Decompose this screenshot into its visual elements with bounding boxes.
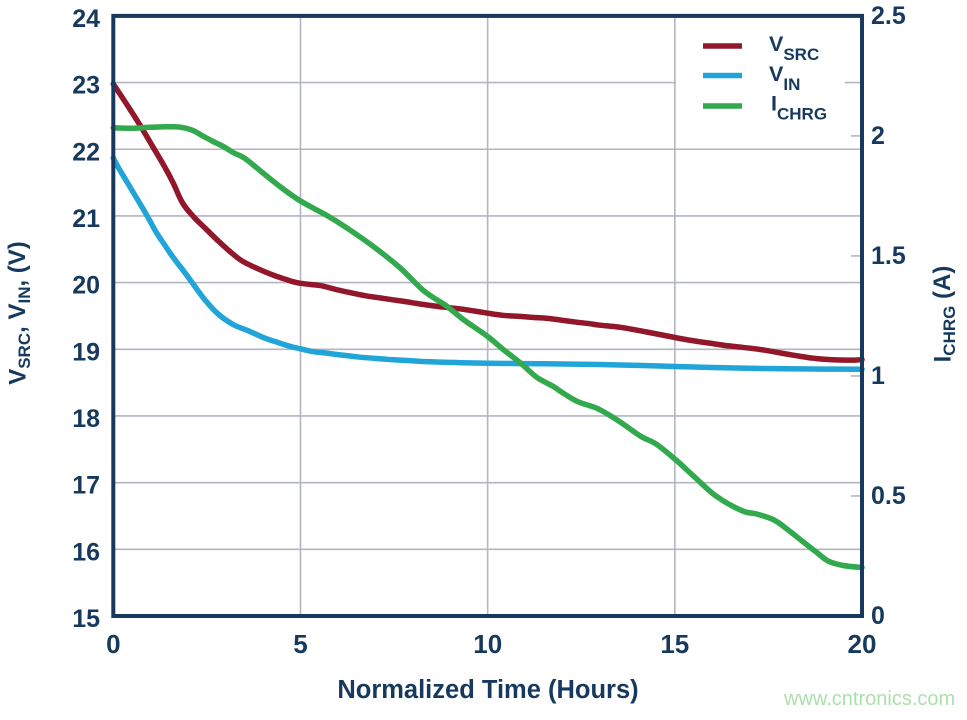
svg-text:5: 5 (293, 629, 307, 659)
svg-text:21: 21 (72, 205, 100, 233)
svg-text:23: 23 (72, 72, 100, 100)
svg-text:0.5: 0.5 (871, 482, 906, 510)
svg-text:20: 20 (848, 629, 877, 659)
svg-text:19: 19 (72, 338, 100, 366)
svg-text:20: 20 (72, 272, 100, 300)
svg-text:0: 0 (871, 602, 885, 630)
svg-text:18: 18 (72, 405, 100, 433)
svg-text:10: 10 (473, 629, 502, 659)
svg-text:0: 0 (106, 629, 120, 659)
svg-text:15: 15 (72, 605, 100, 633)
svg-text:2.5: 2.5 (871, 2, 906, 30)
svg-text:22: 22 (72, 138, 100, 166)
svg-text:16: 16 (72, 538, 100, 566)
svg-text:www.cntronics.com: www.cntronics.com (783, 688, 955, 710)
svg-text:Normalized Time (Hours): Normalized Time (Hours) (337, 676, 638, 704)
svg-text:2: 2 (871, 122, 885, 150)
svg-text:17: 17 (72, 472, 100, 500)
svg-text:15: 15 (660, 629, 689, 659)
svg-text:1: 1 (871, 362, 885, 390)
svg-text:1.5: 1.5 (871, 242, 906, 270)
svg-text:24: 24 (72, 5, 100, 33)
